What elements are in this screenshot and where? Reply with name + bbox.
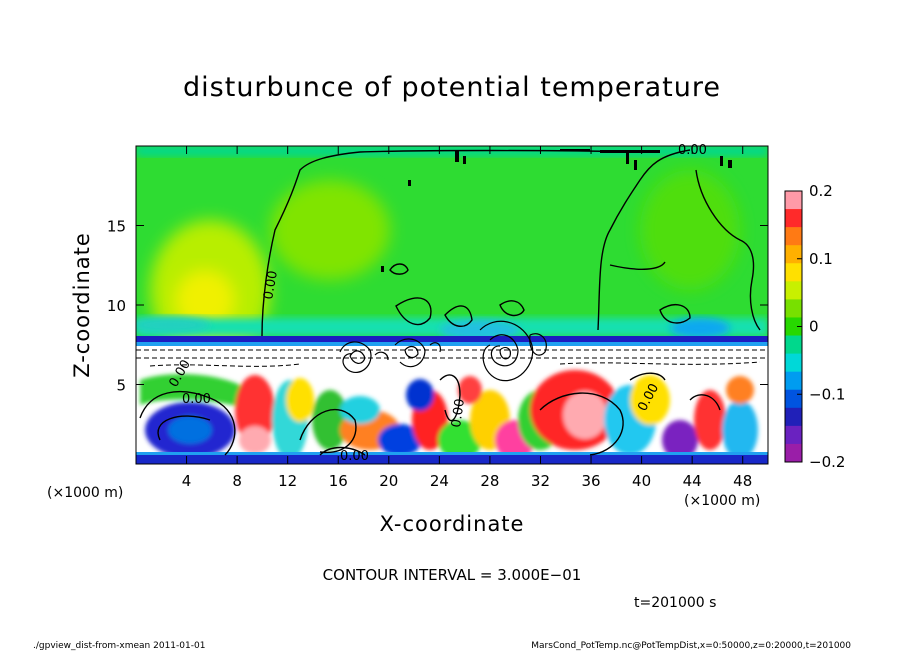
contour-label: 0.00 [182, 392, 211, 407]
colorbar-band [785, 353, 802, 373]
x-tick-label: 24 [430, 472, 449, 490]
x-axis-unit: (×1000 m) [47, 485, 123, 501]
colorbar-band [785, 317, 802, 337]
contour-lines [139, 149, 761, 456]
x-tick-label: 32 [531, 472, 550, 490]
colorbar-band [785, 209, 802, 228]
footer-source: MarsCond_PotTemp.nc@PotTempDist,x=0:5000… [531, 641, 851, 651]
colorbar-band [785, 335, 802, 355]
colorbar-band [785, 389, 802, 409]
x-axis-label: X-coordinate [379, 512, 525, 536]
colorbar-tick-label: 0 [809, 318, 819, 336]
x-tick-label: 48 [733, 472, 752, 490]
colorbar-band [785, 263, 802, 282]
x-tick-label: 40 [632, 472, 651, 490]
plume-contours [339, 320, 547, 382]
colorbar-tick-label: −0.2 [809, 453, 845, 471]
contour-interval: CONTOUR INTERVAL = 3.000E−01 [322, 566, 582, 584]
x-tick-label: 44 [683, 472, 702, 490]
colorbar-band [785, 407, 802, 427]
colorbar-band [785, 281, 802, 300]
y-tick-label: 5 [116, 377, 126, 395]
colorbar-band [785, 443, 802, 463]
colorbar-band [785, 245, 802, 264]
x-tick-label: 8 [232, 472, 242, 490]
colorbar-band [785, 371, 802, 391]
contour-label: 0.00 [449, 398, 468, 429]
colorbar-tick-label: 0.1 [809, 250, 833, 268]
contour-label: 0.00 [340, 449, 369, 464]
chart-title: disturbunce of potential temperature [183, 72, 721, 103]
field-shading [136, 146, 768, 464]
x-tick-label: 20 [379, 472, 398, 490]
y-axis-unit: (×1000 m) [684, 493, 760, 509]
x-tick-label: 28 [480, 472, 499, 490]
y-tick-label: 10 [107, 297, 126, 315]
x-tick-label: 12 [278, 472, 297, 490]
y-tick-label: 15 [107, 218, 126, 236]
footer-script: ./gpview_dist-from-xmean 2011-01-01 [33, 641, 206, 651]
colorbar-band [785, 425, 802, 445]
x-tick-label: 4 [182, 472, 192, 490]
colorbar-tick-label: 0.2 [809, 182, 833, 200]
x-tick-label: 16 [329, 472, 348, 490]
time-label: t=201000 s [634, 595, 717, 611]
colorbar-band [785, 227, 802, 246]
x-tick-label: 36 [581, 472, 600, 490]
colorbar-tick-label: −0.1 [809, 385, 845, 403]
colorbar-band [785, 191, 802, 210]
colorbar: 0.2 0.1 0 −0.1 −0.2 [784, 182, 845, 471]
colorbar-band [785, 299, 802, 318]
contour-label: 0.00 [261, 270, 281, 301]
